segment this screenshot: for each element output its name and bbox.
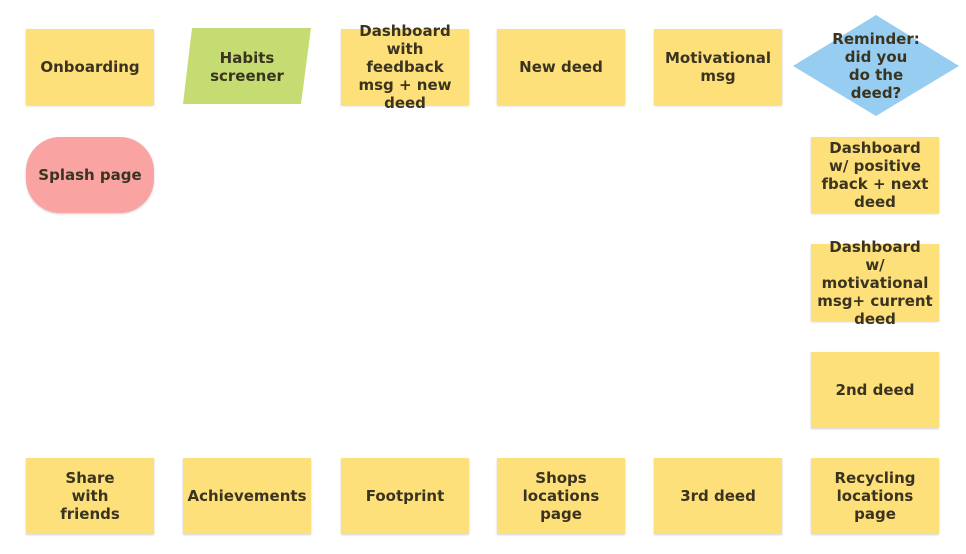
second-deed-label: 2nd deed xyxy=(835,381,915,399)
dashboard-positive-note[interactable]: Dashboard w/ positive fback + next deed xyxy=(811,137,939,213)
second-deed-note[interactable]: 2nd deed xyxy=(811,352,939,428)
shops-locations-note[interactable]: Shops locations page xyxy=(497,458,625,534)
diamond-shape xyxy=(793,15,959,116)
share-with-friends-label: Share with friends xyxy=(60,469,120,523)
third-deed-note[interactable]: 3rd deed xyxy=(654,458,782,534)
onboarding-note[interactable]: Onboarding xyxy=(26,29,154,105)
dashboard-positive-label: Dashboard w/ positive fback + next deed xyxy=(821,139,929,211)
habits-screener-shape[interactable]: Habits screener xyxy=(182,28,312,105)
onboarding-label: Onboarding xyxy=(40,58,140,76)
reminder-decision[interactable]: Reminder: did you do the deed? xyxy=(792,15,960,117)
dashboard-feedback-note[interactable]: Dashboard with feedback msg + new deed xyxy=(341,22,469,112)
dashboard-motivational-note[interactable]: Dashboard w/ motivational msg+ current d… xyxy=(811,238,939,328)
new-deed-label: New deed xyxy=(519,58,603,76)
reminder-label: Reminder: did you do the deed? xyxy=(832,30,920,102)
share-with-friends-note[interactable]: Share with friends xyxy=(26,458,154,534)
achievements-label: Achievements xyxy=(187,487,307,505)
shops-locations-label: Shops locations page xyxy=(522,469,600,523)
habits-screener-label: Habits screener xyxy=(210,48,284,85)
motivational-msg-label: Motivational msg xyxy=(665,49,772,85)
dashboard-motivational-label: Dashboard w/ motivational msg+ current d… xyxy=(817,237,933,328)
parallelogram-shape xyxy=(183,28,311,104)
motivational-msg-note[interactable]: Motivational msg xyxy=(654,29,782,105)
splash-page-label: Splash page xyxy=(38,166,142,184)
recycling-locations-label: Recycling locations page xyxy=(834,469,916,523)
footprint-note[interactable]: Footprint xyxy=(341,458,469,534)
splash-page-terminal[interactable]: Splash page xyxy=(26,137,154,213)
dashboard-feedback-label: Dashboard with feedback msg + new deed xyxy=(358,22,452,112)
third-deed-label: 3rd deed xyxy=(680,487,756,505)
recycling-locations-note[interactable]: Recycling locations page xyxy=(811,458,939,534)
footprint-label: Footprint xyxy=(365,487,445,505)
achievements-note[interactable]: Achievements xyxy=(183,458,311,534)
new-deed-note[interactable]: New deed xyxy=(497,29,625,105)
